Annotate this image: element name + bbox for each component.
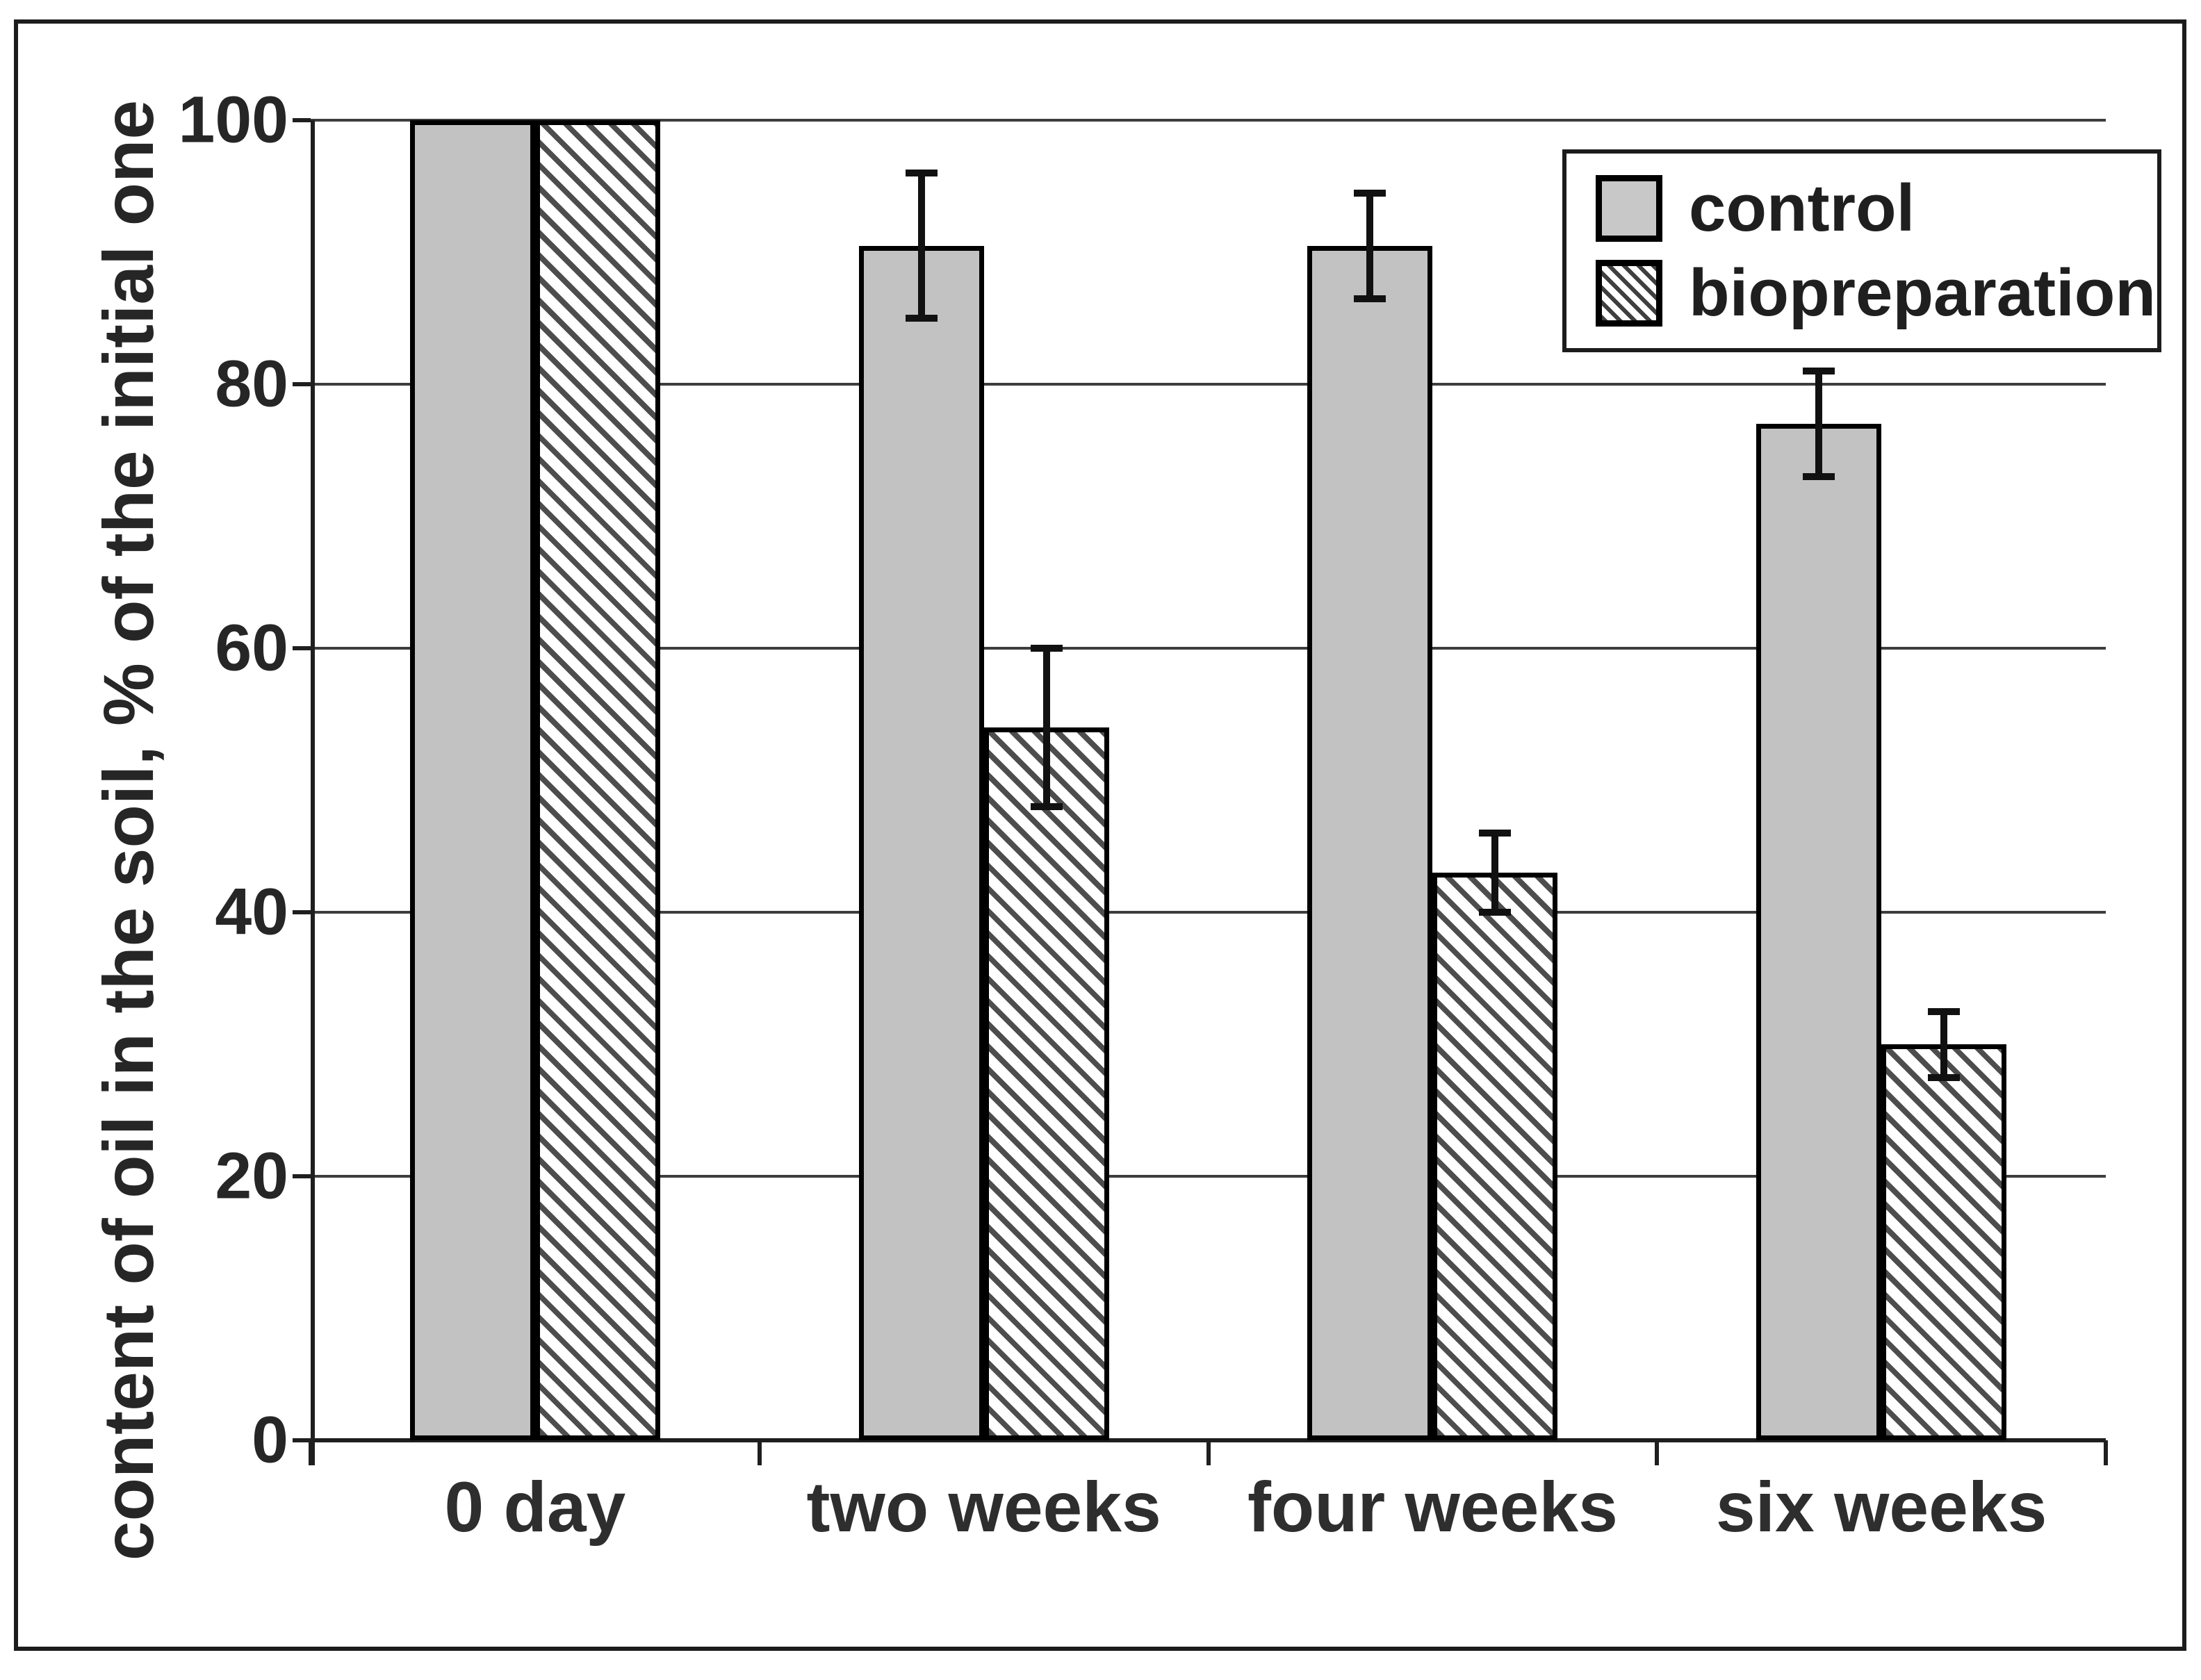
error-bar-control-1	[917, 173, 925, 318]
bar-control-six-weeks	[1756, 424, 1882, 1440]
y-tick-label-100: 100	[178, 83, 288, 157]
error-bar-biopreparation-2	[1491, 833, 1499, 912]
error-bar-control-3	[1815, 371, 1823, 477]
y-tick-label-80: 80	[215, 347, 288, 421]
gridline-20	[311, 1175, 2106, 1178]
x-category-label-two-weeks: two weeks	[806, 1467, 1161, 1547]
bar-biopreparation-0-day	[534, 120, 660, 1440]
error-cap-bottom-biopreparation-1	[1030, 803, 1063, 810]
biopreparation-swatch-icon	[1596, 260, 1662, 327]
x-tick-2	[1206, 1440, 1211, 1465]
y-tick-100	[293, 118, 311, 122]
legend-item-biopreparation: biopreparation	[1596, 260, 2157, 327]
x-tick-1	[757, 1440, 762, 1465]
x-category-label-0-day: 0 day	[444, 1467, 626, 1547]
bar-biopreparation-two-weeks	[983, 727, 1109, 1440]
y-tick-label-60: 60	[215, 611, 288, 685]
error-cap-bottom-biopreparation-2	[1479, 909, 1512, 916]
error-bar-control-2	[1366, 192, 1374, 299]
bar-biopreparation-four-weeks	[1432, 873, 1558, 1440]
y-tick-label-0: 0	[252, 1403, 288, 1477]
error-cap-top-control-2	[1354, 189, 1386, 197]
error-bar-biopreparation-3	[1940, 1011, 1948, 1078]
gridline-60	[311, 647, 2106, 650]
y-axis-line	[311, 120, 315, 1465]
legend: control biopreparation	[1562, 149, 2161, 352]
error-cap-top-biopreparation-1	[1030, 645, 1063, 652]
bar-control-two-weeks	[858, 245, 984, 1440]
gridline-40	[311, 911, 2106, 914]
control-swatch-icon	[1596, 175, 1662, 242]
error-cap-bottom-control-2	[1354, 295, 1386, 302]
bar-control-0-day	[409, 120, 535, 1440]
error-cap-bottom-control-3	[1803, 473, 1835, 480]
y-tick-label-40: 40	[215, 875, 288, 949]
error-cap-top-control-3	[1803, 368, 1835, 374]
x-axis-line	[293, 1438, 2106, 1442]
x-tick-3	[1655, 1440, 1660, 1465]
bar-control-four-weeks	[1307, 245, 1433, 1440]
y-tick-80	[293, 382, 311, 386]
legend-label-biopreparation: biopreparation	[1689, 256, 2157, 330]
legend-label-control: control	[1689, 171, 1915, 245]
y-tick-40	[293, 910, 311, 914]
gridline-80	[311, 383, 2106, 386]
legend-item-control: control	[1596, 175, 2157, 242]
y-tick-20	[293, 1174, 311, 1178]
x-category-label-four-weeks: four weeks	[1247, 1467, 1618, 1547]
error-cap-top-biopreparation-2	[1479, 830, 1512, 837]
y-tick-60	[293, 646, 311, 650]
error-cap-bottom-biopreparation-3	[1928, 1073, 1961, 1081]
error-cap-top-control-1	[905, 170, 938, 176]
figure-border	[14, 19, 2186, 1651]
x-category-label-six-weeks: six weeks	[1715, 1467, 2047, 1547]
error-cap-bottom-control-1	[905, 315, 938, 322]
x-tick-4	[2104, 1440, 2108, 1465]
gridline-100	[311, 119, 2106, 122]
error-bar-biopreparation-1	[1042, 648, 1050, 807]
y-tick-label-20: 20	[215, 1139, 288, 1213]
error-cap-top-biopreparation-3	[1928, 1007, 1961, 1015]
bar-biopreparation-six-weeks	[1881, 1044, 2007, 1440]
